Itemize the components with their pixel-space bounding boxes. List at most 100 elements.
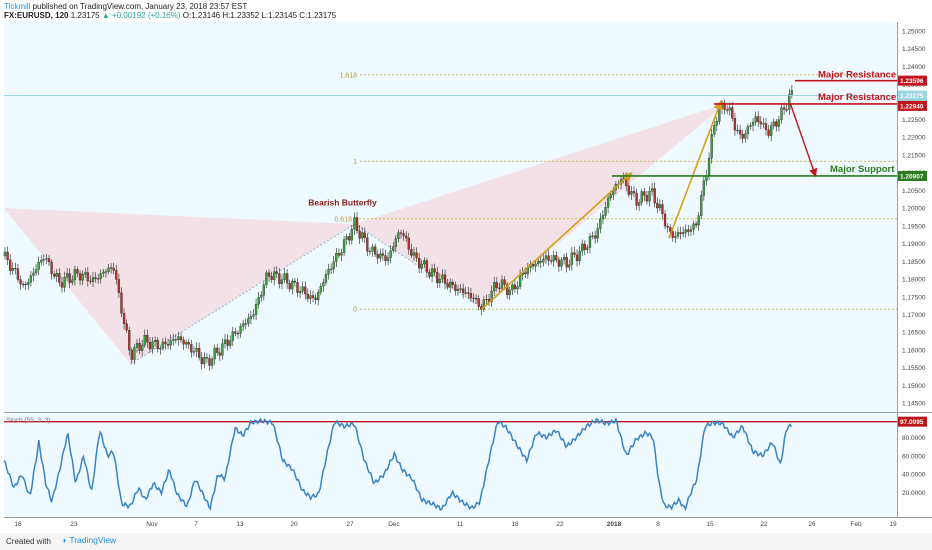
candle-body xyxy=(744,133,747,139)
candle-body xyxy=(669,227,672,232)
candle-body xyxy=(436,272,439,284)
candle-body xyxy=(146,335,149,343)
candle-body xyxy=(358,230,361,239)
candle-body xyxy=(361,232,364,239)
candle-body xyxy=(645,195,649,202)
candle-body xyxy=(384,255,387,262)
author-link[interactable]: Tickmill xyxy=(4,2,31,11)
candle-body xyxy=(666,225,669,228)
candle-body xyxy=(293,280,297,283)
candle-body xyxy=(524,272,527,275)
candle-body xyxy=(762,123,765,125)
candle-body xyxy=(327,268,330,275)
candle-body xyxy=(164,341,167,345)
price-tick-label: 1.17500 xyxy=(902,294,926,301)
footer: Created with ◗ TradingView xyxy=(0,533,932,550)
candle-body xyxy=(236,333,240,335)
candle-body xyxy=(221,343,224,356)
candle-body xyxy=(353,217,356,230)
candle-body xyxy=(599,218,602,229)
candle-body xyxy=(309,295,312,299)
candle-body xyxy=(682,232,685,234)
candle-body xyxy=(770,125,773,136)
candle-body xyxy=(596,228,599,239)
candle-body xyxy=(81,273,84,281)
candle-body xyxy=(311,295,315,298)
candle-body xyxy=(231,331,234,341)
candle-body xyxy=(179,336,183,341)
created-with-text: Created with xyxy=(6,537,51,546)
candle-body xyxy=(640,191,643,203)
price-tick-label: 1.16500 xyxy=(902,330,926,337)
candle-body xyxy=(443,274,447,284)
candle-body xyxy=(632,191,636,194)
price-tick-label: 1.19500 xyxy=(902,223,926,230)
candle-body xyxy=(449,281,452,288)
stoch-pane-background xyxy=(4,413,897,517)
time-tick-label: 22 xyxy=(760,521,768,528)
candle-body xyxy=(260,295,263,298)
candle-body xyxy=(402,233,405,237)
candle-body xyxy=(498,287,501,289)
candle-body xyxy=(234,331,237,334)
candle-body xyxy=(430,268,434,277)
candle-body xyxy=(764,123,768,130)
candle-body xyxy=(68,273,71,283)
candle-body xyxy=(531,264,535,267)
time-tick-label: 16 xyxy=(14,521,22,528)
candle-body xyxy=(319,286,322,293)
candle-body xyxy=(306,293,309,299)
candle-body xyxy=(117,279,121,293)
candle-body xyxy=(252,314,255,317)
time-tick-label: 22 xyxy=(556,521,564,528)
candle-body xyxy=(591,235,594,237)
candle-body xyxy=(298,291,302,293)
tradingview-logo-icon[interactable]: ◗ TradingView xyxy=(62,535,117,545)
candle-body xyxy=(278,273,281,285)
candle-body xyxy=(203,357,206,365)
time-tick-label: 27 xyxy=(346,521,354,528)
major-resistance-1-label: Major Resistance xyxy=(818,70,896,81)
stoch-level-label: 97.0995 xyxy=(900,419,924,426)
candle-body xyxy=(397,232,400,240)
candle-body xyxy=(148,342,152,350)
price-tick-label: 1.22000 xyxy=(902,135,926,142)
candle-body xyxy=(537,261,540,265)
candle-body xyxy=(477,298,480,307)
candle-body xyxy=(474,298,478,300)
candle-body xyxy=(249,316,253,319)
up-arrow-icon: ▲ xyxy=(101,11,110,20)
candle-body xyxy=(97,278,100,280)
candle-body xyxy=(379,253,382,259)
candle-body xyxy=(262,284,265,296)
candle-body xyxy=(410,249,413,256)
candle-body xyxy=(630,191,633,195)
candle-body xyxy=(782,107,786,110)
candle-body xyxy=(174,339,177,341)
candle-body xyxy=(324,274,328,283)
candle-body xyxy=(446,283,449,288)
candle-body xyxy=(91,277,95,282)
candle-body xyxy=(280,279,284,285)
candle-body xyxy=(3,251,7,257)
bearish-butterfly-label: Bearish Butterfly xyxy=(308,198,377,208)
candle-body xyxy=(425,260,429,273)
candle-body xyxy=(187,342,190,345)
candle-body xyxy=(151,341,154,350)
resistance-2-price-label: 1.22940 xyxy=(900,103,924,110)
candle-body xyxy=(6,251,9,261)
price-tick-label: 1.15000 xyxy=(902,383,926,390)
candle-body xyxy=(788,94,791,110)
candle-body xyxy=(534,263,537,267)
price-tick-label: 1.18000 xyxy=(902,277,926,284)
candle-body xyxy=(754,116,757,123)
candle-body xyxy=(643,191,646,196)
candle-body xyxy=(177,336,180,341)
candle-body xyxy=(505,284,509,296)
candle-body xyxy=(733,118,737,131)
stoch-tick-label: 20.0000 xyxy=(902,490,926,497)
candle-body xyxy=(169,340,172,346)
candle-body xyxy=(24,283,27,286)
candle-body xyxy=(710,134,713,159)
candle-body xyxy=(19,279,22,285)
